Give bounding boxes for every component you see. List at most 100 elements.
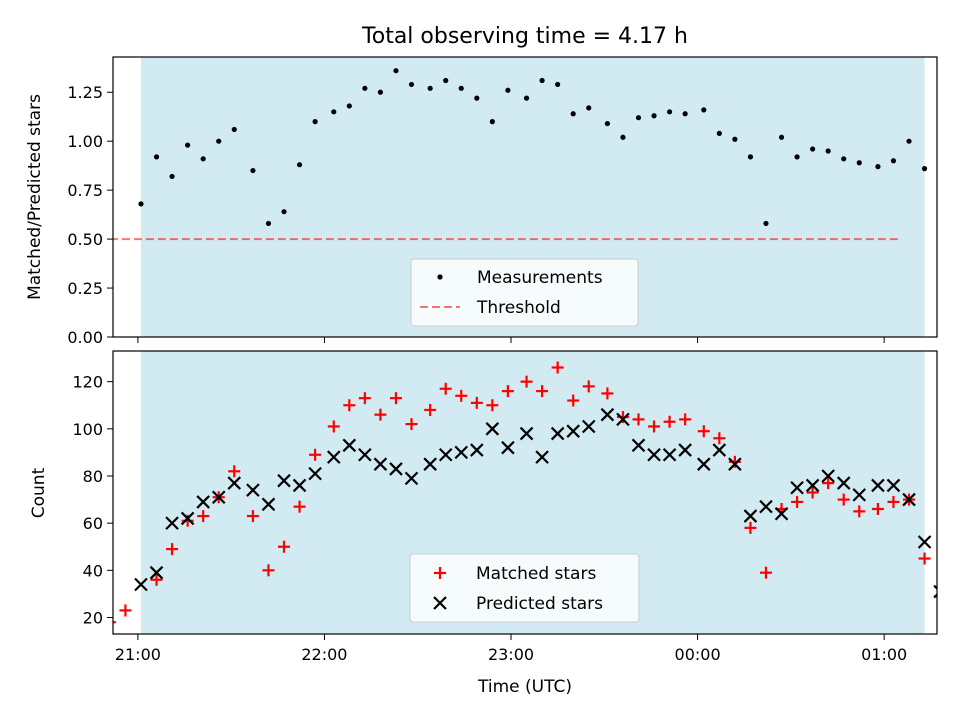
top-legend: Measurements Threshold xyxy=(410,258,639,327)
y-tick-label: 0.00 xyxy=(67,328,103,347)
predicted-star-point xyxy=(790,481,804,495)
legend-threshold-label: Threshold xyxy=(476,298,561,318)
y-tick-label: 40 xyxy=(83,561,103,580)
measurement-point xyxy=(841,156,847,162)
measurement-point xyxy=(938,158,943,163)
measurement-point xyxy=(505,87,511,93)
chart-title: Total observing time = 4.17 h xyxy=(361,24,688,49)
matched-star-point xyxy=(228,465,241,478)
measurement-point xyxy=(701,107,707,113)
matched-star-point xyxy=(551,361,564,374)
measurement-point xyxy=(523,95,530,101)
measurement-point xyxy=(265,220,272,227)
matched-star-point xyxy=(327,420,340,433)
x-tick-label: 21:00 xyxy=(115,645,161,664)
predicted-star-point xyxy=(774,506,789,521)
predicted-star-point xyxy=(836,476,851,490)
predicted-star-point xyxy=(373,457,388,471)
predicted-star-point xyxy=(134,577,148,592)
x-tick-label: 01:00 xyxy=(861,645,907,664)
y-tick-label: 0.25 xyxy=(67,279,103,298)
measurement-point xyxy=(169,173,175,180)
predicted-star-point xyxy=(852,488,867,502)
top-legend-box xyxy=(410,258,639,327)
x-tick-label: 00:00 xyxy=(675,645,721,664)
predicted-star-point xyxy=(196,495,210,509)
measurement-point xyxy=(377,89,384,95)
measurement-point xyxy=(138,201,144,207)
top-panel: 0.00 0.25 0.50 0.75 1.00 1.25 Matched/Predict… xyxy=(25,56,958,347)
legend-matched-label: Matched stars xyxy=(476,564,596,584)
matched-star-point xyxy=(119,604,132,617)
matched-star-point xyxy=(871,503,884,516)
matched-star-point xyxy=(663,415,676,428)
matched-star-point xyxy=(278,540,291,553)
measurement-point xyxy=(200,156,206,162)
predicted-star-point xyxy=(470,443,484,457)
matched-star-point xyxy=(806,486,819,499)
y-tick-label: 20 xyxy=(83,608,103,627)
measurement-point xyxy=(393,68,399,74)
matched-star-point xyxy=(632,413,645,426)
measurement-point xyxy=(666,109,673,115)
measurement-point xyxy=(474,95,480,101)
predicted-star-point xyxy=(404,471,419,486)
y-tick-label: 1.00 xyxy=(67,132,103,151)
legend-predicted-marker xyxy=(433,596,447,610)
measurement-point xyxy=(635,115,642,121)
predicted-star-point xyxy=(149,565,164,580)
matched-star-point xyxy=(822,477,835,490)
predicted-star-point xyxy=(805,478,820,493)
measurement-point xyxy=(443,77,449,84)
predicted-star-point xyxy=(917,535,932,549)
predicted-star-point xyxy=(501,440,515,455)
measurement-point xyxy=(570,111,576,117)
measurement-point xyxy=(953,334,958,339)
measurement-point xyxy=(732,136,738,142)
predicted-star-point xyxy=(647,447,661,462)
matched-star-point xyxy=(713,432,726,445)
top-y-axis-label: Matched/Predicted stars xyxy=(25,94,45,300)
predicted-star-point xyxy=(519,426,534,441)
predicted-star-point xyxy=(581,419,596,434)
measurement-point xyxy=(586,105,592,111)
bottom-legend: Matched stars Predicted stars xyxy=(409,553,640,623)
y-tick-label: 0.75 xyxy=(67,181,103,200)
y-tick-label: 80 xyxy=(83,467,103,486)
measurement-point xyxy=(763,220,769,227)
matched-star-point xyxy=(567,394,580,407)
measurement-point xyxy=(216,138,222,144)
predicted-star-point xyxy=(227,476,242,490)
matched-star-point xyxy=(293,500,306,513)
measurement-point xyxy=(153,154,160,160)
predicted-star-point xyxy=(662,447,677,462)
matched-star-point xyxy=(262,564,275,577)
predicted-star-point xyxy=(550,426,565,441)
matched-star-point xyxy=(648,420,661,433)
measurement-point xyxy=(489,119,495,125)
measurement-point xyxy=(810,146,816,152)
measurement-point xyxy=(875,164,881,170)
matched-star-point xyxy=(918,552,931,565)
matched-star-point xyxy=(520,375,533,388)
measurement-point xyxy=(921,166,928,172)
legend-measurements-label: Measurements xyxy=(477,268,603,288)
matched-star-point xyxy=(728,455,741,468)
legend-measurement-marker xyxy=(437,274,443,280)
predicted-star-point xyxy=(358,447,372,462)
legend-matched-marker xyxy=(434,567,446,579)
predicted-star-point xyxy=(535,450,549,464)
matched-star-point xyxy=(455,389,468,402)
measurement-point xyxy=(427,85,433,91)
x-axis-label: Time (UTC) xyxy=(477,677,572,697)
measurement-point xyxy=(312,119,318,125)
y-tick-label: 120 xyxy=(72,373,103,392)
measurement-point xyxy=(716,130,722,136)
matched-star-point xyxy=(374,408,387,421)
measurement-point xyxy=(604,120,611,127)
matched-star-point xyxy=(358,392,371,405)
x-tick-label: 23:00 xyxy=(488,645,534,664)
matched-star-point xyxy=(887,495,900,508)
